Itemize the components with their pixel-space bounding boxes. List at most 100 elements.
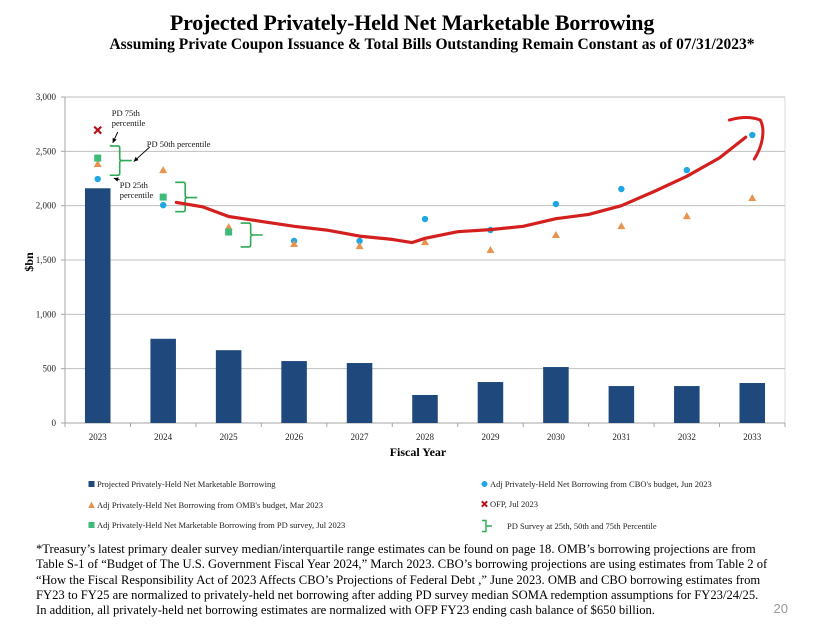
omb-point bbox=[617, 222, 626, 230]
annotation-line: percentile bbox=[112, 118, 146, 128]
legend-item: OFP, Jul 2023 bbox=[481, 499, 538, 509]
y-tick-label: 1,000 bbox=[36, 309, 57, 319]
omb-point bbox=[421, 238, 429, 246]
x-tick-label: 2025 bbox=[220, 432, 239, 442]
bar bbox=[150, 338, 176, 423]
legend-triangle-icon bbox=[88, 501, 95, 508]
y-axis-ticks: 0 500 1,000 1,500 2,000 2,500 3,000 bbox=[36, 92, 65, 428]
legend-x-icon bbox=[481, 500, 488, 508]
x-tick-label: 2026 bbox=[285, 432, 304, 442]
y-tick-label: 500 bbox=[43, 364, 57, 374]
trend-curve bbox=[174, 135, 748, 245]
legend-item: Adj Privately-Held Net Marketable Borrow… bbox=[88, 520, 345, 530]
legend-item: Adj Privately-Held Net Borrowing from OM… bbox=[88, 500, 323, 510]
omb-point bbox=[93, 160, 102, 168]
legend-bracket-icon bbox=[482, 519, 492, 533]
legend-item: Projected Privately-Held Net Marketable … bbox=[88, 479, 275, 489]
footnote-line: In addition, all privately-held net borr… bbox=[36, 603, 655, 618]
legend-square-icon bbox=[88, 481, 95, 487]
cbo-point bbox=[94, 175, 101, 183]
annotation-line: PD 25th bbox=[120, 180, 149, 190]
cbo-point bbox=[356, 237, 363, 245]
pd-survey-point bbox=[159, 193, 167, 201]
bar bbox=[608, 386, 635, 423]
omb-point bbox=[551, 231, 560, 239]
omb-point bbox=[290, 240, 299, 248]
x-axis-label: Fiscal Year bbox=[390, 445, 447, 459]
cbo-point bbox=[552, 200, 560, 208]
cbo-point bbox=[421, 215, 429, 223]
x-tick-label: 2033 bbox=[743, 432, 762, 442]
legend-circle-icon bbox=[481, 481, 488, 487]
ofp-point bbox=[93, 125, 103, 135]
omb-point bbox=[224, 223, 233, 231]
cbo-point bbox=[749, 131, 756, 139]
bar bbox=[543, 367, 569, 423]
pd-survey-point bbox=[94, 154, 102, 162]
hand-drawn-trend bbox=[174, 116, 765, 245]
arrow-50th-head bbox=[133, 156, 139, 162]
bar bbox=[281, 361, 307, 423]
pd-percentile-bracket bbox=[109, 145, 132, 177]
bar bbox=[674, 386, 700, 423]
footnote-line: “How the Fiscal Responsibility Act of 20… bbox=[36, 572, 761, 587]
bar bbox=[477, 382, 504, 423]
y-tick-label: 2,000 bbox=[36, 201, 57, 211]
legend-label: Adj Privately-Held Net Borrowing from OM… bbox=[97, 500, 324, 510]
cbo-point bbox=[159, 201, 167, 209]
pd-survey-point bbox=[225, 228, 233, 236]
y-axis-label: $bn bbox=[22, 252, 36, 272]
legend-label: PD Survey at 25th, 50th and 75th Percent… bbox=[507, 521, 657, 531]
page-number: 20 bbox=[773, 601, 788, 616]
cbo-point bbox=[683, 166, 691, 174]
x-tick-label: 2032 bbox=[678, 432, 696, 442]
x-tick-label: 2030 bbox=[547, 432, 566, 442]
pd-survey-brackets bbox=[109, 145, 263, 248]
pd-percentile-bracket bbox=[175, 181, 198, 213]
scatter-series bbox=[93, 125, 757, 254]
annotation-pd-75th: PD 75th percentile bbox=[112, 108, 146, 128]
chart-subtitle: Assuming Private Coupon Issuance & Total… bbox=[109, 36, 755, 53]
legend-label: Adj Privately-Held Net Marketable Borrow… bbox=[97, 520, 346, 530]
x-tick-label: 2029 bbox=[481, 432, 500, 442]
arrow-25th-head bbox=[113, 177, 119, 182]
bar-series bbox=[84, 188, 766, 423]
footnote-line: FY23 to FY25 are normalized to privately… bbox=[36, 587, 759, 602]
x-tick-label: 2027 bbox=[351, 432, 370, 442]
omb-point bbox=[682, 212, 691, 220]
bar bbox=[739, 383, 766, 423]
x-axis-ticks: 2023 2024 2025 2026 2027 2028 2029 2030 2031 2032… bbox=[64, 423, 786, 442]
footnote: *Treasury’s latest primary dealer survey… bbox=[36, 542, 796, 618]
annotation-pd-25th: PD 25th percentile bbox=[120, 180, 154, 200]
bar bbox=[346, 363, 373, 423]
legend-item: Adj Privately-Held Net Borrowing from CB… bbox=[481, 479, 712, 489]
x-tick-label: 2023 bbox=[89, 432, 108, 442]
bar bbox=[412, 394, 438, 423]
y-tick-label: 3,000 bbox=[36, 92, 57, 102]
annotation-line: PD 75th bbox=[112, 108, 141, 118]
omb-point bbox=[355, 242, 364, 250]
legend-label: Projected Privately-Held Net Marketable … bbox=[97, 479, 276, 489]
y-tick-label: 2,500 bbox=[36, 146, 57, 156]
pd-percentile-bracket bbox=[240, 222, 263, 248]
x-tick-label: 2028 bbox=[416, 432, 435, 442]
legend-label: OFP, Jul 2023 bbox=[490, 499, 538, 509]
x-tick-label: 2031 bbox=[612, 432, 630, 442]
bar bbox=[84, 188, 111, 423]
x-tick-label: 2024 bbox=[154, 432, 173, 442]
chart-title: Projected Privately-Held Net Marketable … bbox=[169, 10, 655, 35]
y-tick-label: 0 bbox=[52, 418, 57, 428]
footnote-line: *Treasury’s latest primary dealer survey… bbox=[36, 542, 756, 556]
legend-label: Adj Privately-Held Net Borrowing from CB… bbox=[490, 479, 712, 489]
legend-item: PD Survey at 25th, 50th and 75th Percent… bbox=[481, 519, 657, 533]
cbo-point bbox=[618, 185, 625, 193]
footnote-line: Table S-1 of “Budget of The U.S. Governm… bbox=[36, 557, 768, 572]
legend-square-icon bbox=[88, 522, 95, 528]
omb-point bbox=[159, 166, 168, 174]
annotation-pd-50th: PD 50th percentile bbox=[147, 139, 211, 149]
bar bbox=[215, 350, 242, 423]
annotation-line: percentile bbox=[120, 190, 154, 200]
omb-point bbox=[486, 246, 495, 254]
